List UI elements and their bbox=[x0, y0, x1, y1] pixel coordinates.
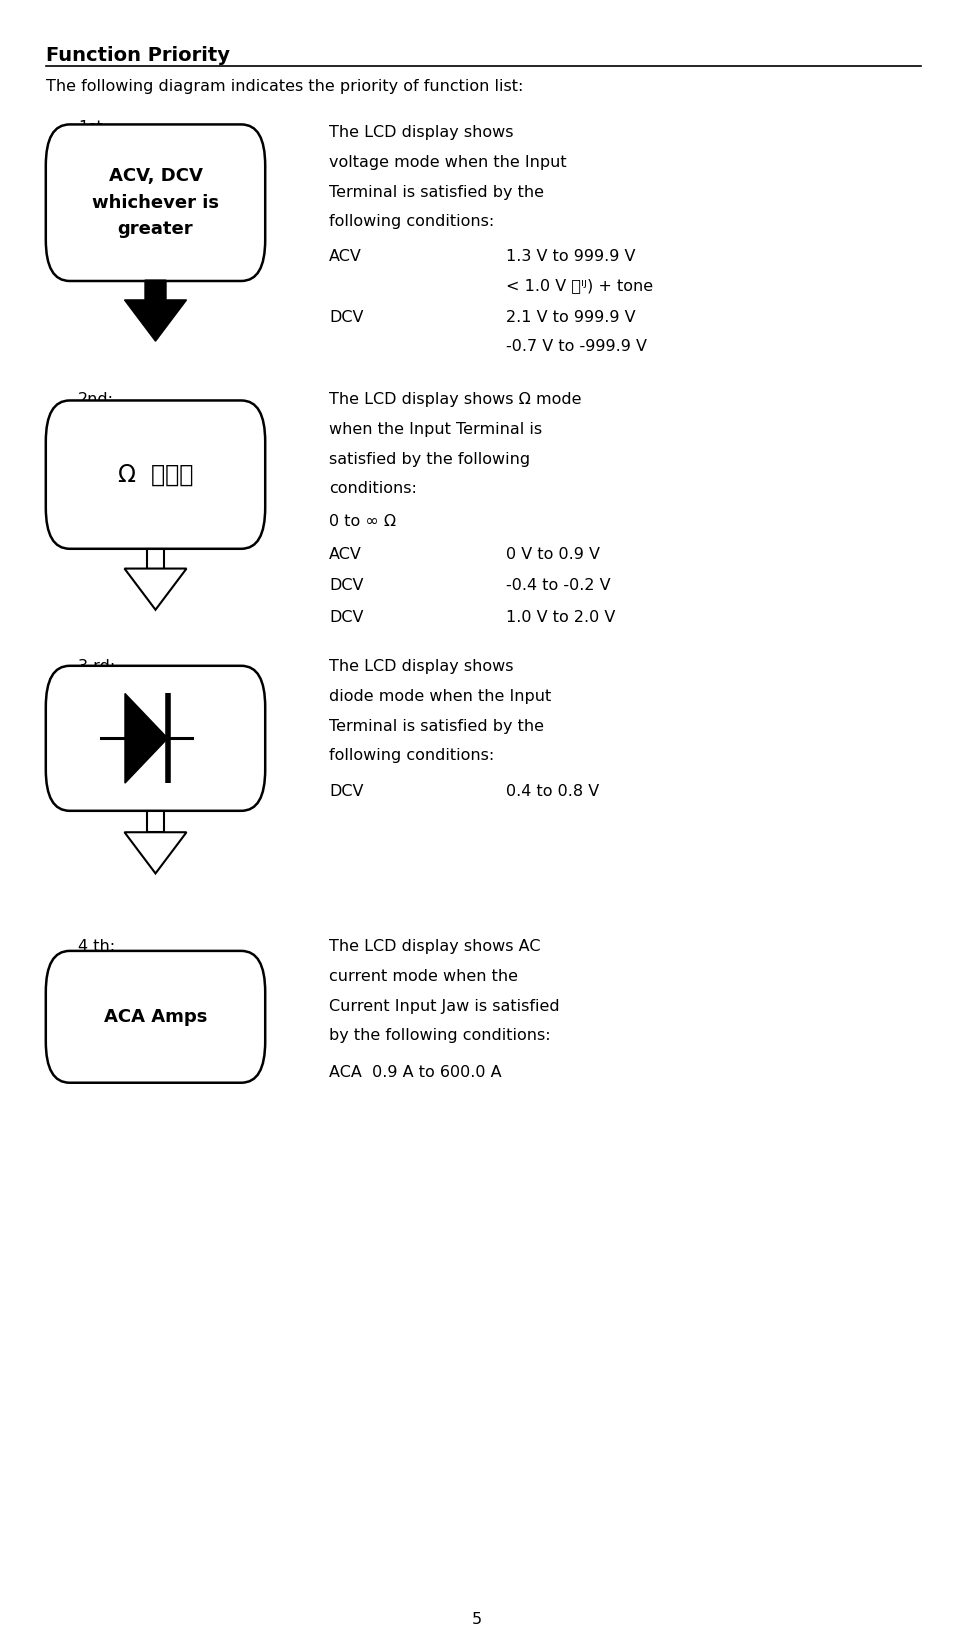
Text: < 1.0 V ᵜᴵᴶ) + tone: < 1.0 V ᵜᴵᴶ) + tone bbox=[505, 279, 652, 293]
Text: current mode when the: current mode when the bbox=[329, 969, 517, 984]
Bar bbox=[147, 549, 164, 569]
Text: DCV: DCV bbox=[329, 578, 363, 593]
Polygon shape bbox=[124, 832, 186, 873]
Text: 2.1 V to 999.9 V: 2.1 V to 999.9 V bbox=[505, 310, 635, 325]
Polygon shape bbox=[125, 694, 168, 783]
Bar bbox=[147, 549, 164, 569]
Bar bbox=[147, 811, 164, 832]
Text: DCV: DCV bbox=[329, 310, 363, 325]
Text: 0 V to 0.9 V: 0 V to 0.9 V bbox=[505, 547, 599, 562]
Text: ACA  0.9 A to 600.0 A: ACA 0.9 A to 600.0 A bbox=[329, 1065, 501, 1079]
FancyBboxPatch shape bbox=[46, 125, 265, 280]
Text: ACV: ACV bbox=[329, 249, 361, 264]
Text: 0 to ∞ Ω: 0 to ∞ Ω bbox=[329, 514, 395, 529]
Text: 2nd:: 2nd: bbox=[78, 392, 114, 407]
Polygon shape bbox=[124, 569, 186, 610]
Text: following conditions:: following conditions: bbox=[329, 748, 494, 763]
Text: Function Priority: Function Priority bbox=[46, 46, 230, 66]
Text: satisfied by the following: satisfied by the following bbox=[329, 452, 530, 466]
Text: when the Input Terminal is: when the Input Terminal is bbox=[329, 422, 541, 437]
Text: ACV, DCV
whichever is
greater: ACV, DCV whichever is greater bbox=[91, 168, 219, 237]
Text: voltage mode when the Input: voltage mode when the Input bbox=[329, 155, 566, 170]
Text: ACA Amps: ACA Amps bbox=[104, 1009, 207, 1025]
Text: DCV: DCV bbox=[329, 784, 363, 799]
Text: Ω  ⧣⧣⧣: Ω ⧣⧣⧣ bbox=[117, 463, 193, 486]
Text: The LCD display shows AC: The LCD display shows AC bbox=[329, 939, 540, 954]
Text: 5: 5 bbox=[472, 1612, 481, 1627]
FancyArrow shape bbox=[124, 280, 186, 341]
Text: 3 rd:: 3 rd: bbox=[78, 659, 115, 674]
Text: The LCD display shows: The LCD display shows bbox=[329, 125, 513, 140]
Text: The following diagram indicates the priority of function list:: The following diagram indicates the prio… bbox=[46, 79, 522, 94]
FancyBboxPatch shape bbox=[46, 951, 265, 1083]
Text: by the following conditions:: by the following conditions: bbox=[329, 1028, 550, 1043]
Bar bbox=[147, 811, 164, 832]
Text: ACV: ACV bbox=[329, 547, 361, 562]
FancyBboxPatch shape bbox=[46, 400, 265, 549]
Text: Current Input Jaw is satisfied: Current Input Jaw is satisfied bbox=[329, 999, 559, 1014]
Text: diode mode when the Input: diode mode when the Input bbox=[329, 689, 551, 704]
Text: 1.0 V to 2.0 V: 1.0 V to 2.0 V bbox=[505, 610, 615, 625]
Text: The LCD display shows: The LCD display shows bbox=[329, 659, 513, 674]
Text: 1st:: 1st: bbox=[78, 120, 109, 135]
Text: 1.3 V to 999.9 V: 1.3 V to 999.9 V bbox=[505, 249, 635, 264]
Text: 0.4 to 0.8 V: 0.4 to 0.8 V bbox=[505, 784, 598, 799]
Text: 4 th:: 4 th: bbox=[78, 939, 115, 954]
Text: -0.4 to -0.2 V: -0.4 to -0.2 V bbox=[505, 578, 610, 593]
FancyBboxPatch shape bbox=[46, 666, 265, 811]
Text: Terminal is satisfied by the: Terminal is satisfied by the bbox=[329, 719, 543, 733]
Text: The LCD display shows Ω mode: The LCD display shows Ω mode bbox=[329, 392, 581, 407]
Text: Terminal is satisfied by the: Terminal is satisfied by the bbox=[329, 185, 543, 199]
Text: conditions:: conditions: bbox=[329, 481, 416, 496]
Text: following conditions:: following conditions: bbox=[329, 214, 494, 229]
Text: DCV: DCV bbox=[329, 610, 363, 625]
Text: -0.7 V to -999.9 V: -0.7 V to -999.9 V bbox=[505, 339, 646, 354]
